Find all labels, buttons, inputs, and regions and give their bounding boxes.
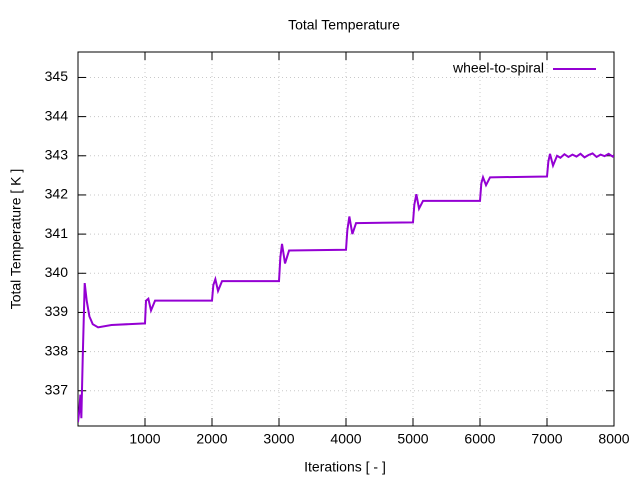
series-line: [78, 152, 614, 423]
plot-frame: [77, 51, 615, 427]
y-tick-label: 338: [45, 342, 69, 358]
y-tick-label: 341: [45, 225, 69, 241]
y-tick-label: 343: [45, 146, 69, 162]
chart-title: Total Temperature: [288, 17, 400, 33]
x-tick-label: 5000: [397, 431, 428, 447]
x-tick-label: 2000: [196, 431, 227, 447]
x-tick-label: 7000: [531, 431, 562, 447]
x-tick-label: 1000: [129, 431, 160, 447]
x-tick-label: 6000: [464, 431, 495, 447]
y-tick-label: 344: [45, 107, 69, 123]
y-axis-label: Total Temperature [ K ]: [8, 169, 24, 310]
y-tick-label: 337: [45, 381, 69, 397]
y-tick-label: 340: [45, 264, 69, 280]
x-tick-label: 3000: [263, 431, 294, 447]
y-tick-label: 339: [45, 303, 69, 319]
legend-label: wheel-to-spiral: [452, 60, 544, 76]
y-tick-label: 345: [45, 68, 69, 84]
x-tick-label: 4000: [330, 431, 361, 447]
x-tick-label: 8000: [598, 431, 629, 447]
y-tick-label: 342: [45, 186, 69, 202]
x-axis-label: Iterations [ - ]: [304, 459, 386, 475]
